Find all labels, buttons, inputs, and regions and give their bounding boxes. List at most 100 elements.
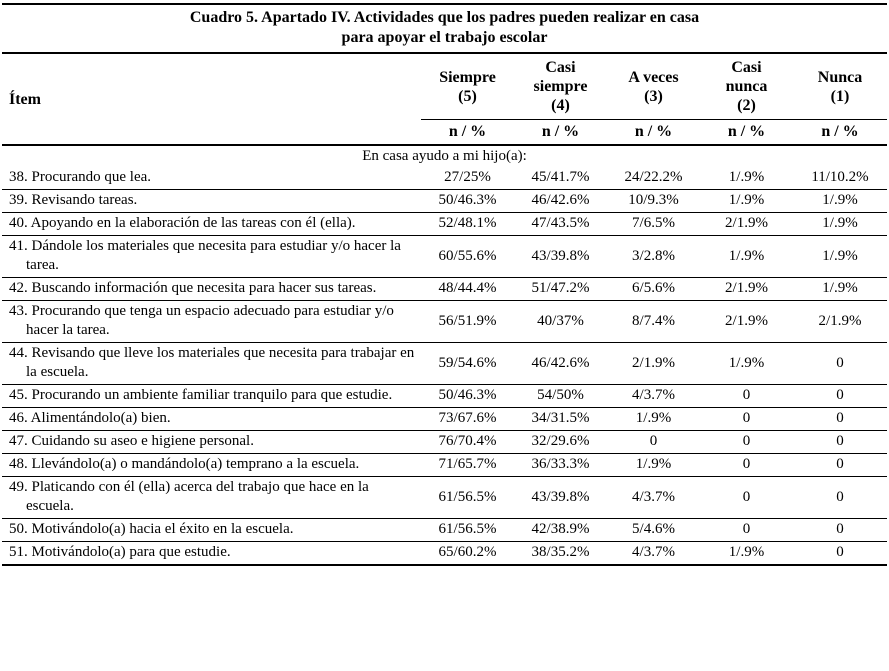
frequency-value: 1/.9%: [700, 189, 793, 213]
frequency-value: 0: [793, 476, 887, 519]
item-label: 42. Buscando información que necesita pa…: [2, 277, 421, 301]
frequency-value: 46/42.6%: [514, 189, 607, 213]
column-header-casi-nunca: Casi nunca (2): [700, 53, 793, 120]
frequency-value: 71/65.7%: [421, 453, 514, 477]
frequency-value: 2/1.9%: [607, 342, 700, 385]
frequency-value: 1/.9%: [793, 212, 887, 236]
table-title: Cuadro 5. Apartado IV. Actividades que l…: [2, 4, 887, 54]
table-row: 40. Apoyando en la elaboración de las ta…: [2, 212, 887, 236]
frequency-value: 1/.9%: [793, 235, 887, 278]
table-row: 38. Procurando que lea. 27/25% 45/41.7% 24/…: [2, 167, 887, 190]
frequency-value: 46/42.6%: [514, 342, 607, 385]
item-label: 44. Revisando que lleve los materiales q…: [2, 342, 421, 385]
item-label: 43. Procurando que tenga un espacio adec…: [2, 300, 421, 343]
frequency-value: 0: [700, 430, 793, 454]
table-row: 47. Cuidando su aseo e higiene personal.…: [2, 430, 887, 454]
frequency-value: 1/.9%: [728, 169, 765, 185]
frequency-value: 1/.9%: [793, 189, 887, 213]
table-row: 42. Buscando información que necesita pa…: [2, 277, 887, 301]
item-label: 40. Apoyando en la elaboración de las ta…: [2, 212, 421, 236]
frequency-value: 40/37%: [514, 300, 607, 343]
frequency-value: 42/38.9%: [514, 518, 607, 542]
frequency-value: 2/1.9%: [700, 300, 793, 343]
frequency-value: 59/54.6%: [421, 342, 514, 385]
frequency-value: 47/43.5%: [514, 212, 607, 236]
column-header-a-veces: A veces (3): [607, 53, 700, 120]
item-label: 45. Procurando un ambiente familiar tran…: [2, 384, 421, 408]
table-title-row: Cuadro 5. Apartado IV. Actividades que l…: [2, 4, 887, 54]
frequency-value: 61/56.5%: [421, 518, 514, 542]
frequency-value: 50/46.3%: [421, 384, 514, 408]
item-label: 47. Cuidando su aseo e higiene personal.: [2, 430, 421, 454]
frequency-value: 73/67.6%: [421, 407, 514, 431]
table-row: 50. Motivándolo(a) hacia el éxito en la …: [2, 518, 887, 542]
frequency-value: 61/56.5%: [421, 476, 514, 519]
frequency-value: 2/1.9%: [793, 300, 887, 343]
frequency-value: 0: [793, 384, 887, 408]
frequency-value: 52/48.1%: [421, 212, 514, 236]
frequency-value: 36/33.3%: [514, 453, 607, 477]
header-row-scales: Ítem Siempre (5) Casi siempre (4) A vece…: [2, 53, 887, 146]
frequency-value: 6/5.6%: [607, 277, 700, 301]
frequency-value: 0: [793, 518, 887, 542]
frequency-value: 34/31.5%: [514, 407, 607, 431]
item-label: 49. Platicando con él (ella) acerca del …: [2, 476, 421, 519]
frequency-value: 5/4.6%: [607, 518, 700, 542]
frequency-value: 1/.9%: [700, 235, 793, 278]
frequency-value: 1/.9%: [700, 342, 793, 385]
frequency-value: 1/.9%: [793, 277, 887, 301]
subheader-n-percent: n / %: [421, 119, 514, 146]
frequency-value: 76/70.4%: [421, 430, 514, 454]
frequency-value: 0: [793, 453, 887, 477]
table-title-line2: para apoyar el trabajo escolar: [341, 29, 548, 46]
frequency-value: 50/46.3%: [421, 189, 514, 213]
frequency-value: 43/39.8%: [514, 235, 607, 278]
frequency-value: 0: [793, 430, 887, 454]
frequency-value: 1/.9%: [607, 453, 700, 477]
frequency-value: 8/7.4%: [607, 300, 700, 343]
table-row: 39. Revisando tareas. 50/46.3% 46/42.6% 10/…: [2, 189, 887, 213]
item-label: 48. Llevándolo(a) o mandándolo(a) tempra…: [2, 453, 421, 477]
frequency-value: 2/1.9%: [700, 212, 793, 236]
table-row: 45. Procurando un ambiente familiar tran…: [2, 384, 887, 408]
frequency-value: 11/10.2%: [811, 169, 869, 185]
section-header-row: En casa ayudo a mi hijo(a):: [2, 145, 887, 167]
frequency-value: 4/3.7%: [607, 541, 700, 565]
frequency-value: 24/22.2%: [624, 169, 683, 185]
frequency-value: 4/3.7%: [607, 384, 700, 408]
table-title-line1: Cuadro 5. Apartado IV. Actividades que l…: [189, 9, 700, 26]
frequency-value: 7/6.5%: [607, 212, 700, 236]
column-header-item: Ítem: [2, 53, 421, 146]
table-row: 44. Revisando que lleve los materiales q…: [2, 342, 887, 385]
column-header-casi-siempre: Casi siempre (4): [514, 53, 607, 120]
frequency-value: 51/47.2%: [514, 277, 607, 301]
subheader-n-percent: n / %: [607, 119, 700, 146]
column-header-siempre: Siempre (5): [421, 53, 514, 120]
item-label: 50. Motivándolo(a) hacia el éxito en la …: [2, 518, 421, 542]
frequency-value: 48/44.4%: [421, 277, 514, 301]
frequency-value: 45/41.7%: [531, 169, 590, 185]
table-row: 46. Alimentándolo(a) bien. 73/67.6% 34/31.…: [2, 407, 887, 431]
frequency-value: 60/55.6%: [421, 235, 514, 278]
header-row-n-percent: n / % n / % n / % n / % n / %: [2, 119, 887, 146]
subheader-n-percent: n / %: [514, 119, 607, 146]
frequency-value: 10/9.3%: [607, 189, 700, 213]
frequency-value: 43/39.8%: [514, 476, 607, 519]
item-label: 41. Dándole los materiales que necesita …: [2, 235, 421, 278]
frequency-value: 3/2.8%: [607, 235, 700, 278]
subheader-n-percent: n / %: [793, 119, 887, 146]
subheader-n-percent: n / %: [700, 119, 793, 146]
frequency-value: 2/1.9%: [700, 277, 793, 301]
frequency-table: Cuadro 5. Apartado IV. Actividades que l…: [2, 3, 887, 566]
frequency-value: 38/35.2%: [514, 541, 607, 565]
table-row: 41. Dándole los materiales que necesita …: [2, 235, 887, 278]
table-row: 51. Motivándolo(a) para que estudie. 65/6…: [2, 541, 887, 565]
frequency-value: 56/51.9%: [421, 300, 514, 343]
item-label: 51. Motivándolo(a) para que estudie.: [2, 541, 421, 565]
frequency-value: 32/29.6%: [514, 430, 607, 454]
table-body: En casa ayudo a mi hijo(a): 38. Procuran…: [2, 145, 887, 565]
table-row: 48. Llevándolo(a) o mandándolo(a) tempra…: [2, 453, 887, 477]
frequency-value: 1/.9%: [700, 541, 793, 565]
frequency-value: 0: [607, 430, 700, 454]
